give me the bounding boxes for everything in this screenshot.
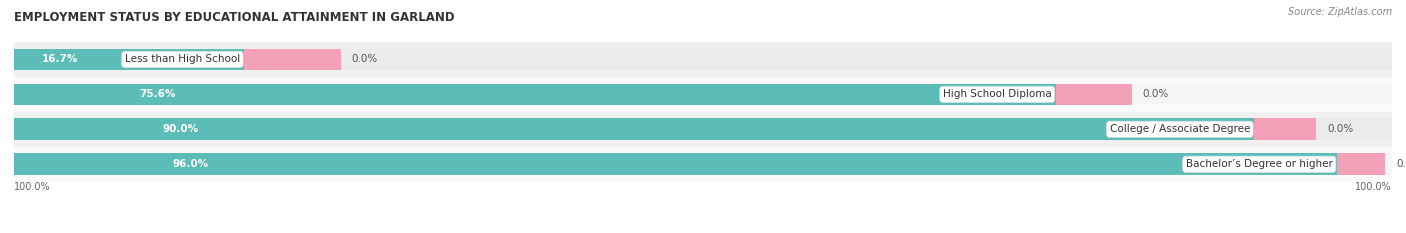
Bar: [14, 112, 1392, 147]
Bar: [14, 147, 1392, 182]
Bar: [14, 84, 1392, 105]
Bar: [14, 49, 1392, 70]
Text: EMPLOYMENT STATUS BY EDUCATIONAL ATTAINMENT IN GARLAND: EMPLOYMENT STATUS BY EDUCATIONAL ATTAINM…: [14, 11, 454, 24]
Bar: [1254, 118, 1316, 140]
Text: 96.0%: 96.0%: [173, 159, 209, 169]
Text: 75.6%: 75.6%: [139, 89, 176, 99]
Bar: [14, 154, 1337, 175]
Bar: [14, 49, 245, 70]
Text: College / Associate Degree: College / Associate Degree: [1109, 124, 1250, 134]
Text: High School Diploma: High School Diploma: [943, 89, 1052, 99]
Bar: [245, 49, 340, 70]
Text: 0.0%: 0.0%: [1396, 159, 1406, 169]
Bar: [14, 118, 1392, 140]
Bar: [1056, 84, 1132, 105]
Text: Less than High School: Less than High School: [125, 55, 240, 64]
Bar: [14, 118, 1254, 140]
Text: 100.0%: 100.0%: [14, 182, 51, 192]
Text: 100.0%: 100.0%: [1355, 182, 1392, 192]
Text: 90.0%: 90.0%: [163, 124, 200, 134]
Text: 16.7%: 16.7%: [42, 55, 79, 64]
Bar: [14, 42, 1392, 77]
Bar: [14, 84, 1056, 105]
Bar: [1337, 154, 1385, 175]
Text: Source: ZipAtlas.com: Source: ZipAtlas.com: [1288, 7, 1392, 17]
Text: 0.0%: 0.0%: [1327, 124, 1354, 134]
Bar: [14, 77, 1392, 112]
Text: Bachelor’s Degree or higher: Bachelor’s Degree or higher: [1185, 159, 1333, 169]
Legend: In Labor Force, Unemployed: In Labor Force, Unemployed: [609, 231, 797, 233]
Text: 0.0%: 0.0%: [352, 55, 378, 64]
Text: 0.0%: 0.0%: [1143, 89, 1168, 99]
Bar: [14, 154, 1392, 175]
